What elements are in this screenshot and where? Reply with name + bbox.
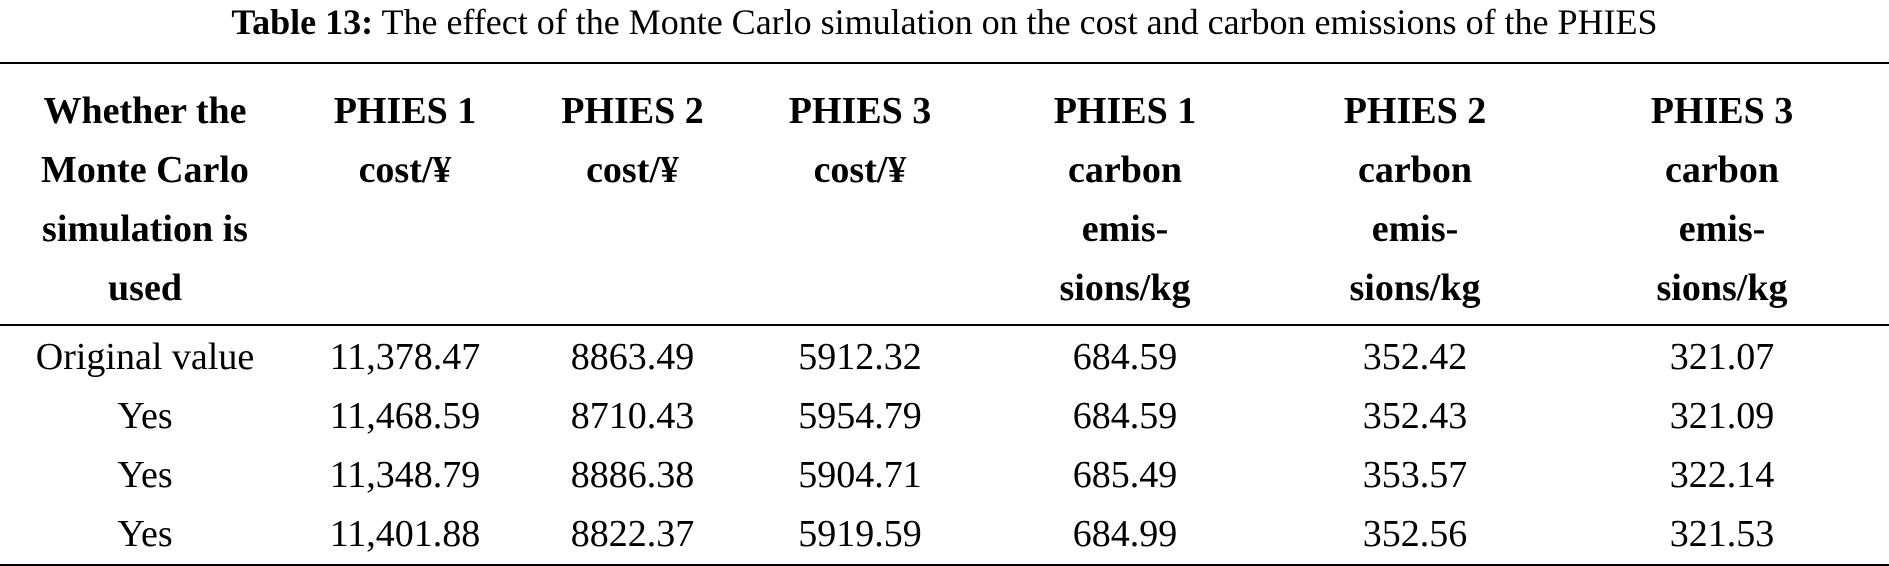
table-cell: 8886.38: [570, 454, 695, 496]
table-row: Yes 11,401.88 8822.37 5919.59 684.99 352…: [0, 505, 1889, 565]
table-cell: 322.14: [1669, 454, 1775, 496]
table-row: Yes 11,348.79 8886.38 5904.71 685.49 353…: [0, 446, 1889, 505]
table-cell: 11,378.47: [329, 336, 481, 378]
table-cell: 684.99: [1072, 513, 1178, 555]
table-cell: 5912.32: [798, 336, 922, 378]
table-cell: 8710.43: [570, 395, 695, 437]
column-header: Whether the Monte Carlo simulation is us…: [41, 90, 249, 309]
table-cell: 11,348.79: [329, 454, 481, 496]
table-cell: 684.59: [1072, 395, 1178, 437]
table-cell: 11,401.88: [329, 513, 481, 555]
column-header: PHIES 3 carbon emis- sions/kg: [1650, 90, 1794, 309]
table-cell: Yes: [117, 513, 173, 555]
table-cell: 8822.37: [570, 513, 695, 555]
table-cell: 5954.79: [798, 395, 922, 437]
table-cell: 352.43: [1362, 395, 1468, 437]
table-cell: Yes: [117, 454, 173, 496]
column-header: PHIES 1 carbon emis- sions/kg: [1053, 90, 1197, 309]
column-header: PHIES 2 carbon emis- sions/kg: [1343, 90, 1487, 309]
results-table: Whether the Monte Carlo simulation is us…: [0, 62, 1889, 566]
column-header: PHIES 2 cost/¥: [561, 90, 704, 191]
table-cell: Original value: [35, 336, 255, 378]
table-cell: 5904.71: [798, 454, 922, 496]
table-cell: 685.49: [1072, 454, 1178, 496]
table-cell: 11,468.59: [329, 395, 481, 437]
table-header-row: Whether the Monte Carlo simulation is us…: [0, 63, 1889, 325]
column-header: PHIES 1 cost/¥: [333, 90, 477, 191]
table-cell: Yes: [117, 395, 173, 437]
table-row: Yes 11,468.59 8710.43 5954.79 684.59 352…: [0, 387, 1889, 446]
table-cell: 321.53: [1669, 513, 1775, 555]
table-caption-text: The effect of the Monte Carlo simulation…: [381, 2, 1658, 42]
table-cell: 352.56: [1362, 513, 1468, 555]
table-cell: 353.57: [1362, 454, 1468, 496]
table-cell: 684.59: [1072, 336, 1178, 378]
table-cell: 5919.59: [798, 513, 922, 555]
table-cell: 352.42: [1362, 336, 1468, 378]
table-caption: Table 13: The effect of the Monte Carlo …: [0, 0, 1889, 44]
table-cell: 321.07: [1669, 336, 1775, 378]
table-cell: 321.09: [1669, 395, 1775, 437]
table-row: Original value 11,378.47 8863.49 5912.32…: [0, 325, 1889, 387]
table-cell: 8863.49: [570, 336, 695, 378]
column-header: PHIES 3 cost/¥: [788, 90, 932, 191]
table-caption-label: Table 13:: [231, 2, 374, 42]
